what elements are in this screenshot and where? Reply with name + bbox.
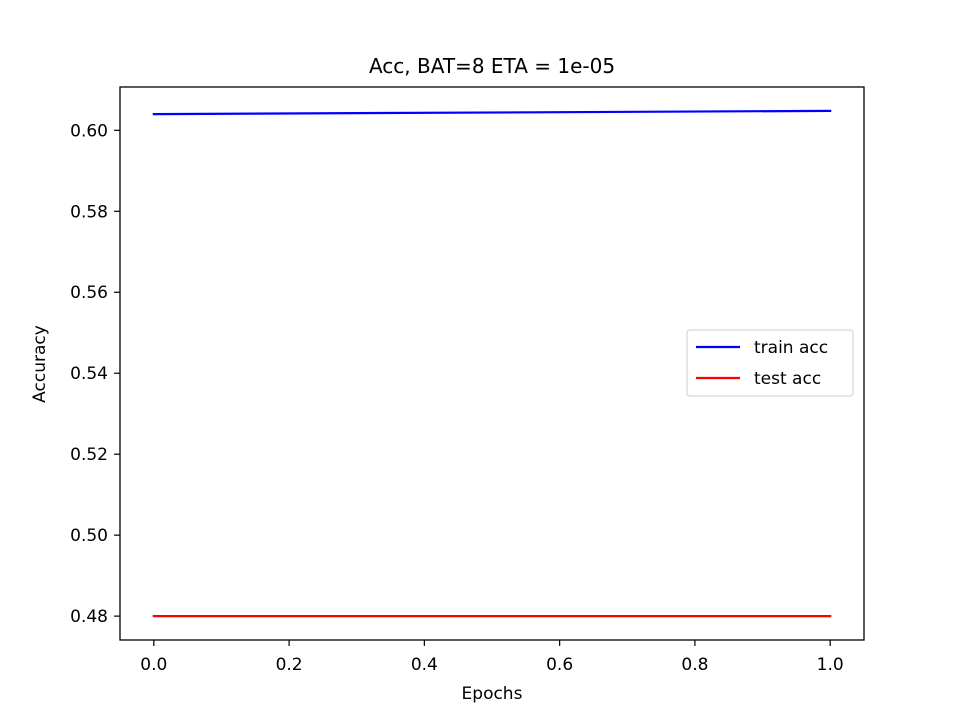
y-tick-label: 0.52 xyxy=(70,445,108,465)
x-tick-label: 0.8 xyxy=(681,655,708,675)
x-tick-label: 0.0 xyxy=(140,655,167,675)
legend-label-train-acc: train acc xyxy=(754,338,828,358)
y-tick-label: 0.58 xyxy=(70,202,108,222)
x-tick-label: 0.6 xyxy=(546,655,573,675)
x-tick-label: 0.4 xyxy=(411,655,438,675)
y-tick-label: 0.48 xyxy=(70,607,108,627)
x-tick-label: 1.0 xyxy=(817,655,844,675)
plot-frame xyxy=(119,86,865,641)
x-axis-ticks: 0.0 0.2 0.4 0.6 0.8 1.0 xyxy=(140,640,844,675)
legend-label-test-acc: test acc xyxy=(754,369,821,389)
y-tick-label: 0.54 xyxy=(70,364,108,384)
x-axis-label: Epochs xyxy=(462,684,523,704)
y-tick-label: 0.56 xyxy=(70,283,108,303)
y-tick-label: 0.60 xyxy=(70,121,108,141)
y-tick-label: 0.50 xyxy=(70,526,108,546)
series-line-train-acc xyxy=(152,109,832,116)
y-axis-ticks: 0.48 0.50 0.52 0.54 0.56 0.58 0.60 xyxy=(70,121,120,627)
chart-title: Acc, BAT=8 ETA = 1e-05 xyxy=(369,54,615,78)
y-axis-label: Accuracy xyxy=(30,325,50,403)
series-layer xyxy=(152,109,832,618)
x-tick-label: 0.2 xyxy=(276,655,303,675)
legend: train acc test acc xyxy=(686,329,854,397)
